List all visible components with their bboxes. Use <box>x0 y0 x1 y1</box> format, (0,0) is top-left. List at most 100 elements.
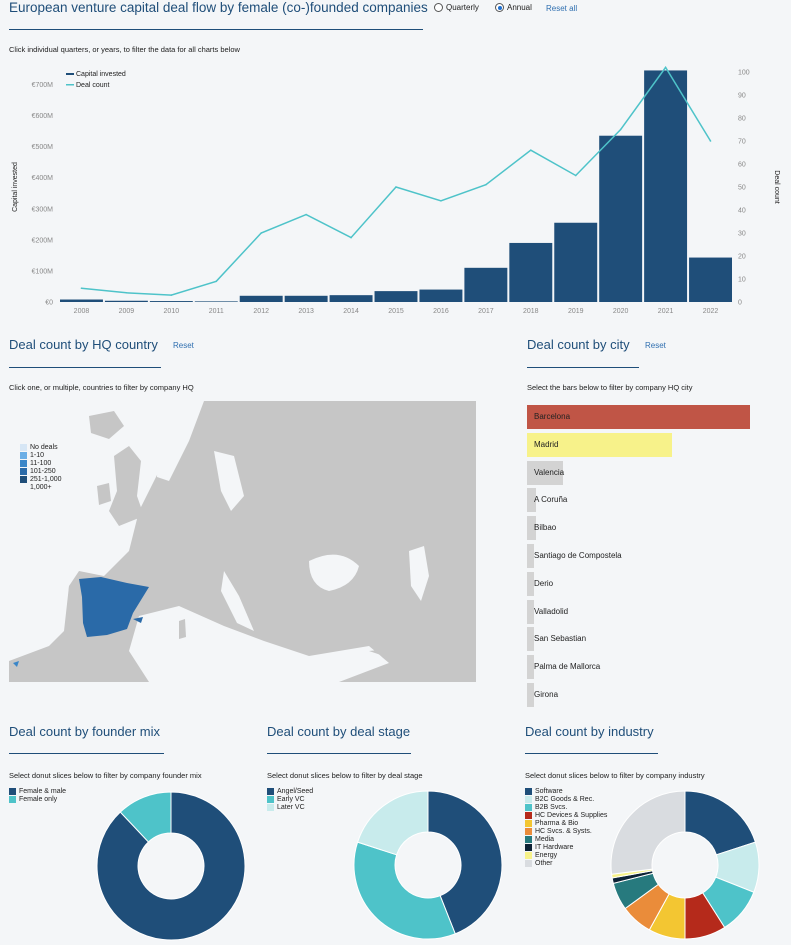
y-axis-label: Capital invested <box>12 162 19 212</box>
city-bar-barcelona[interactable] <box>527 405 750 429</box>
legend-item[interactable]: Female only <box>9 795 66 803</box>
map-legend: No deals 1-10 11-100 101-250 251-1,000 1… <box>20 443 62 491</box>
y-tick: €600M <box>32 113 54 120</box>
legend-label: Pharma & Bio <box>535 819 579 827</box>
x-tick-2019: 2019 <box>568 308 584 315</box>
legend-label: B2B Svcs. <box>535 803 568 811</box>
stage-donut[interactable] <box>353 790 503 940</box>
city-bar-a-coru-a[interactable] <box>527 488 536 513</box>
legend-item[interactable]: Angel/Seed <box>267 787 313 795</box>
legend-item[interactable]: Software <box>525 787 607 795</box>
x-tick-2012: 2012 <box>253 308 269 315</box>
city-reset-link[interactable]: Reset <box>645 341 666 350</box>
city-bar-palma-de-mallorca[interactable] <box>527 655 534 680</box>
reset-all-link[interactable]: Reset all <box>546 4 578 13</box>
quarterly-radio[interactable]: Quarterly <box>434 3 479 12</box>
legend-item[interactable]: Later VC <box>267 803 313 811</box>
legend-swatch <box>525 827 532 835</box>
x-tick-2008: 2008 <box>74 308 90 315</box>
donut-slice-angel-seed[interactable] <box>427 790 503 935</box>
legend-item[interactable]: HC Devices & Supplies <box>525 811 607 819</box>
y-tick: €0 <box>45 300 53 307</box>
map-legend-swatch <box>20 443 27 451</box>
legend-label: Angel/Seed <box>277 787 314 795</box>
legend-swatch <box>525 811 532 819</box>
city-bar-girona[interactable] <box>527 683 534 707</box>
legend-item[interactable]: B2C Goods & Rec. <box>525 795 607 803</box>
legend-capital-invested: Capital invested <box>76 71 126 78</box>
city-label: Bilbao <box>534 523 557 533</box>
europe-map[interactable] <box>9 401 476 682</box>
donut-slice-female-male[interactable] <box>96 791 246 941</box>
legend-swatch <box>267 787 274 795</box>
capital-bar-2015 <box>374 291 418 302</box>
city-bar-bilbao[interactable] <box>527 516 536 541</box>
map-legend-label: 1-10 <box>30 451 45 459</box>
legend-item[interactable]: B2B Svcs. <box>525 803 607 811</box>
industry-legend: Software B2C Goods & Rec. B2B Svcs. HC Devi… <box>525 787 607 867</box>
legend-item[interactable]: Other <box>525 859 607 867</box>
legend-swatch <box>9 795 16 803</box>
city-bar-valencia[interactable] <box>527 460 563 485</box>
city-label: Barcelona <box>534 412 571 421</box>
spain-region[interactable] <box>79 577 149 637</box>
city-bar-santiago-de-compostela[interactable] <box>527 544 534 568</box>
legend-swatch <box>267 795 274 803</box>
legend-item[interactable]: Energy <box>525 851 607 859</box>
legend-item[interactable]: IT Hardware <box>525 843 607 851</box>
legend-swatch <box>525 819 532 827</box>
donut-slice-female-only[interactable] <box>119 791 172 843</box>
x-tick-2017: 2017 <box>478 308 494 315</box>
map-legend-row-5: 1,000+ <box>20 483 62 491</box>
deal-flow-chart: 2008 2009 2010 2011 2012 2013 2014 2015 2016 2017… <box>12 66 780 316</box>
y-tick: €500M <box>32 144 54 151</box>
main-chart-bars <box>60 70 732 302</box>
deal-count-point-2018 <box>530 149 532 151</box>
annual-radio[interactable]: Annual <box>495 3 532 12</box>
x-tick-2015: 2015 <box>388 308 404 315</box>
industry-donut[interactable] <box>610 790 760 940</box>
city-title: Deal count by city <box>527 337 630 352</box>
main-chart-line <box>80 66 712 296</box>
y-tick: €100M <box>32 268 54 275</box>
capital-bar-2022 <box>689 257 732 302</box>
city-bar-san-sebastian[interactable] <box>527 627 534 652</box>
city-label: Valladolid <box>534 606 569 616</box>
donut-slice-other[interactable] <box>610 790 686 875</box>
deal-count-point-2019 <box>574 174 577 177</box>
x-tick-2014: 2014 <box>343 308 359 315</box>
legend-item[interactable]: Pharma & Bio <box>525 819 607 827</box>
y2-tick: 20 <box>738 254 746 261</box>
legend-label: Female & male <box>19 787 67 795</box>
city-bar-valladolid[interactable] <box>527 599 534 624</box>
y2-tick: 100 <box>738 70 750 77</box>
main-chart-ticks: 2008 2009 2010 2011 2012 2013 2014 2015 2016 2017… <box>32 70 750 316</box>
y2-tick: 10 <box>738 277 746 284</box>
city-bar-madrid[interactable] <box>527 432 672 457</box>
annual-radio-dot[interactable] <box>495 3 504 12</box>
map-legend-row-4: 251-1,000 <box>20 475 62 483</box>
y2-tick: 60 <box>738 162 746 169</box>
stage-title: Deal count by deal stage <box>267 724 411 739</box>
legend-item[interactable]: HC Svcs. & Systs. <box>525 827 607 835</box>
donut-slice-later-vc[interactable] <box>356 790 429 856</box>
map-legend-label: 11-100 <box>30 459 52 467</box>
map-legend-row-2: 11-100 <box>20 459 62 467</box>
legend-swatch <box>525 859 532 867</box>
legend-swatch-capital <box>66 73 74 75</box>
legend-item[interactable]: Female & male <box>9 787 66 795</box>
quarterly-radio-dot[interactable] <box>434 3 443 12</box>
founder-donut[interactable] <box>96 791 246 941</box>
city-bar-derio[interactable] <box>527 571 534 596</box>
quarterly-label: Quarterly <box>446 3 479 12</box>
y2-tick: 80 <box>738 116 746 123</box>
country-reset-link[interactable]: Reset <box>173 341 194 350</box>
legend-swatch <box>525 803 532 811</box>
legend-swatch <box>267 803 274 811</box>
deal-count-point-2014 <box>350 236 352 239</box>
donut-slice-early-vc[interactable] <box>353 841 456 940</box>
legend-item[interactable]: Media <box>525 835 607 843</box>
capital-bar-2009 <box>104 300 148 302</box>
legend-item[interactable]: Early VC <box>267 795 313 803</box>
deal-count-point-2016 <box>440 200 442 202</box>
